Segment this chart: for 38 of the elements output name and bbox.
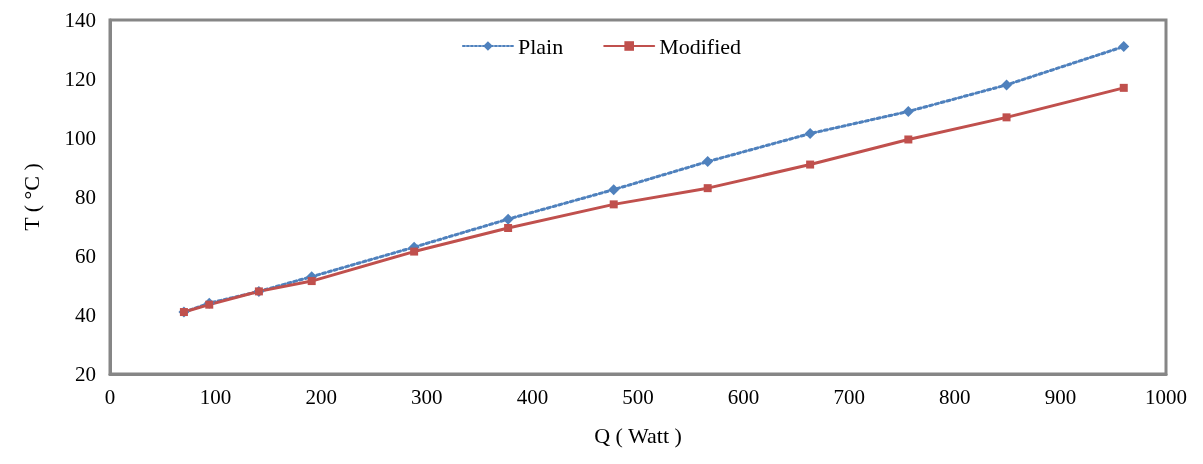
x-tick-label: 700	[833, 384, 865, 409]
legend-label: Modified	[659, 33, 742, 59]
point	[806, 160, 815, 169]
x-tick-label: 800	[939, 384, 971, 409]
y-tick-label: 80	[75, 185, 96, 209]
y-tick-label: 60	[75, 244, 96, 268]
x-axis-title: Q ( Watt )	[594, 422, 682, 448]
point	[504, 223, 513, 232]
x-tick-label: 200	[305, 384, 337, 409]
point	[1001, 79, 1013, 91]
point	[410, 247, 419, 256]
x-tick-label: 600	[727, 384, 760, 409]
y-tick-label: 20	[75, 362, 96, 386]
point	[904, 135, 913, 144]
point	[1119, 83, 1128, 92]
x-tick-label: 1000	[1145, 384, 1187, 409]
x-tick-label: 0	[104, 384, 116, 409]
x-tick-label: 300	[411, 384, 443, 409]
x-tick-label: 500	[622, 384, 654, 409]
x-tick-label: 900	[1044, 384, 1077, 409]
point	[703, 184, 712, 193]
y-tick-label: 140	[64, 8, 96, 32]
y-tick-label: 120	[64, 67, 96, 91]
y-axis-title: T ( °C )	[18, 163, 44, 231]
point	[502, 213, 514, 225]
y-tick-label: 100	[64, 126, 96, 150]
point	[902, 105, 914, 117]
point	[307, 277, 316, 286]
x-tick-label: 100	[199, 384, 232, 409]
point	[1118, 41, 1130, 53]
legend-label: Plain	[517, 33, 564, 59]
point	[608, 184, 620, 196]
point	[1002, 113, 1011, 122]
y-tick-label: 40	[75, 303, 96, 327]
x-tick-label: 400	[516, 384, 549, 409]
point	[609, 200, 618, 209]
point	[804, 128, 816, 140]
point	[702, 156, 714, 168]
